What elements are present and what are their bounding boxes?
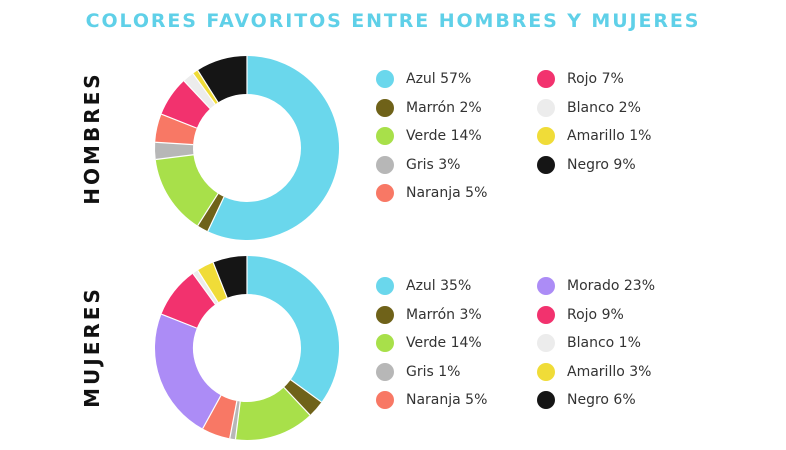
legend-swatch bbox=[376, 184, 394, 203]
legend-label: Negro 9% bbox=[567, 156, 636, 173]
legend-label: Gris 3% bbox=[406, 156, 461, 173]
hombres-slice-azul bbox=[207, 56, 339, 240]
legend-label: Azul 35% bbox=[406, 278, 472, 294]
legend-label: Verde 14% bbox=[406, 335, 482, 352]
mujeres-legend-item-naranja: Naranja 5% bbox=[376, 389, 487, 411]
legend-swatch bbox=[537, 277, 555, 295]
legend-label: Amarillo 1% bbox=[567, 128, 652, 145]
legend-label: Morado 23% bbox=[567, 278, 655, 294]
chart-title: COLORES FAVORITOS ENTRE HOMBRES Y MUJERE… bbox=[85, 10, 701, 32]
hombres-legend-item-amarillo: Amarillo 1% bbox=[537, 125, 651, 147]
mujeres-legend-item-gris: Gris 1% bbox=[376, 361, 460, 383]
mujeres-legend-item-morado: Morado 23% bbox=[537, 275, 655, 297]
hombres-slice-separator bbox=[155, 141, 194, 146]
legend-swatch bbox=[376, 70, 394, 88]
hombres-slice-separator bbox=[155, 154, 194, 161]
legend-swatch bbox=[376, 334, 394, 353]
hombres-legend-item-verde: Verde 14% bbox=[376, 125, 482, 147]
hombres-legend-item-naranja: Naranja 5% bbox=[376, 182, 487, 204]
mujeres-slice-separator bbox=[192, 273, 216, 305]
legend-label: Marrón 3% bbox=[406, 306, 482, 323]
hombres-slice-rojo bbox=[161, 80, 211, 129]
legend-label: Marrón 2% bbox=[406, 99, 482, 116]
mujeres-slice-morado bbox=[155, 314, 222, 429]
legend-label: Verde 14% bbox=[406, 128, 482, 145]
legend-swatch bbox=[537, 70, 555, 88]
hombres-slice-separator bbox=[183, 80, 211, 110]
legend-label: Blanco 1% bbox=[567, 335, 641, 352]
mujeres-slice-separator bbox=[212, 262, 228, 299]
mujeres-legend-item-negro: Negro 6% bbox=[537, 389, 636, 411]
mujeres-slice-separator bbox=[290, 379, 322, 403]
mujeres-slice-separator bbox=[229, 400, 238, 439]
mujeres-slice-naranja bbox=[202, 394, 238, 439]
legend-swatch bbox=[376, 98, 394, 117]
mujeres-slice-verde bbox=[235, 386, 310, 440]
legend-swatch bbox=[537, 98, 555, 117]
legend-swatch bbox=[376, 277, 394, 295]
mujeres-slice-marron bbox=[283, 379, 322, 416]
legend-label: Rojo 7% bbox=[567, 71, 624, 87]
legend-swatch bbox=[376, 391, 394, 410]
mujeres-slice-amarillo bbox=[197, 262, 228, 303]
legend-label: Negro 6% bbox=[567, 392, 636, 409]
mujeres-slice-separator bbox=[161, 313, 198, 329]
legend-swatch bbox=[537, 334, 555, 353]
hombres-slice-verde bbox=[155, 153, 219, 226]
mujeres-slice-rojo bbox=[161, 273, 216, 329]
hombres-legend-item-marron: Marrón 2% bbox=[376, 97, 482, 119]
mujeres-slice-separator bbox=[202, 395, 222, 429]
legend-label: Azul 57% bbox=[406, 71, 472, 87]
hombres-slice-separator bbox=[197, 193, 219, 226]
mujeres-slice-azul bbox=[246, 256, 339, 403]
mujeres-legend-item-marron: Marrón 3% bbox=[376, 304, 482, 326]
legend-swatch bbox=[376, 155, 394, 174]
legend-swatch bbox=[376, 127, 394, 146]
legend-swatch bbox=[537, 305, 555, 324]
legend-label: Amarillo 3% bbox=[567, 363, 652, 380]
hombres-legend-item-rojo: Rojo 7% bbox=[537, 68, 624, 90]
hombres-slice-separator bbox=[197, 70, 219, 103]
legend-label: Rojo 9% bbox=[567, 306, 624, 323]
legend-swatch bbox=[376, 305, 394, 324]
legend-swatch bbox=[537, 391, 555, 410]
legend-label: Naranja 5% bbox=[406, 392, 488, 409]
legend-swatch bbox=[537, 155, 555, 174]
mujeres-legend-item-verde: Verde 14% bbox=[376, 332, 482, 354]
hombres-slice-separator bbox=[161, 113, 198, 129]
mujeres-legend-item-blanco: Blanco 1% bbox=[537, 332, 641, 354]
mujeres-legend-item-rojo: Rojo 9% bbox=[537, 304, 624, 326]
mujeres-slice-separator bbox=[197, 270, 219, 303]
mujeres-slice-separator bbox=[283, 386, 311, 416]
mujeres-slice-negro bbox=[213, 256, 248, 299]
hombres-slice-separator bbox=[192, 73, 216, 105]
legend-label: Naranja 5% bbox=[406, 185, 488, 202]
mujeres-slice-blanco bbox=[192, 270, 219, 305]
hombres-legend-item-blanco: Blanco 2% bbox=[537, 97, 641, 119]
hombres-slice-negro bbox=[197, 56, 248, 103]
hombres-legend-item-negro: Negro 9% bbox=[537, 154, 636, 176]
legend-swatch bbox=[376, 362, 394, 381]
mujeres-slice-gris bbox=[229, 401, 241, 440]
mujeres-legend-item-amarillo: Amarillo 3% bbox=[537, 361, 651, 383]
mujeres-legend-item-azul: Azul 35% bbox=[376, 275, 471, 297]
legend-swatch bbox=[537, 362, 555, 381]
hombres-legend-item-azul: Azul 57% bbox=[376, 68, 471, 90]
mujeres-slice-separator bbox=[234, 401, 241, 440]
legend-label: Blanco 2% bbox=[567, 99, 641, 116]
hombres-legend-item-gris: Gris 3% bbox=[376, 154, 460, 176]
legend-swatch bbox=[537, 127, 555, 146]
legend-label: Gris 1% bbox=[406, 363, 461, 380]
hombres-slice-separator bbox=[207, 196, 225, 232]
